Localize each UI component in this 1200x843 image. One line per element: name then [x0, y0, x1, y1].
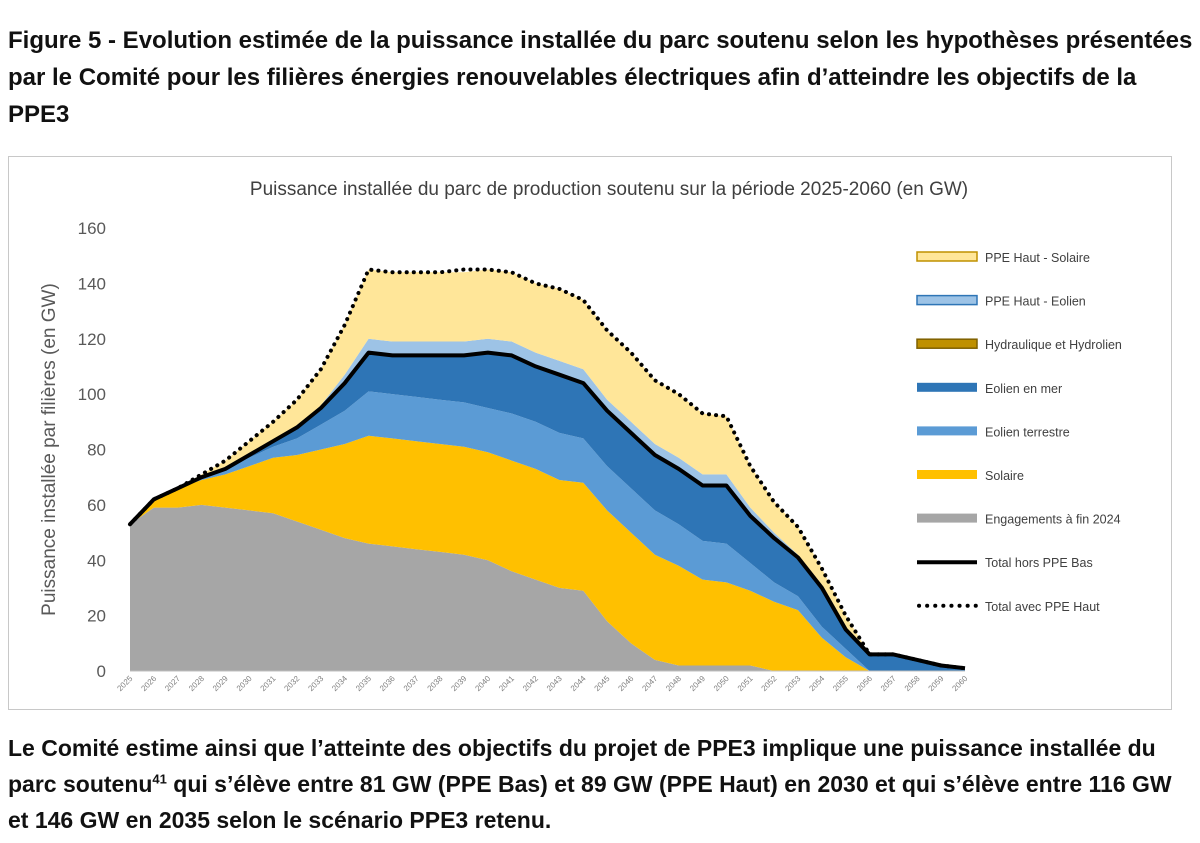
x-tick-label: 2059: [927, 674, 946, 693]
legend-swatch: [916, 251, 978, 262]
x-tick-label: 2037: [402, 674, 421, 693]
x-tick-label: 2031: [259, 674, 278, 693]
legend-item-engagements: Engagements à fin 2024: [917, 513, 1121, 527]
x-tick-label: 2026: [139, 674, 158, 693]
legend-label: Eolien terrestre: [985, 425, 1070, 439]
area-chart: Puissance installée du parc de productio…: [39, 179, 1122, 693]
x-tick-label: 2033: [306, 674, 325, 693]
x-tick-label: 2035: [354, 674, 373, 693]
y-tick-label: 100: [78, 385, 106, 404]
x-tick-label: 2029: [211, 674, 230, 693]
x-tick-label: 2052: [760, 674, 779, 693]
legend-label: Total avec PPE Haut: [985, 600, 1100, 614]
conclusion-part1: Le Comité estime ainsi que l’atteinte de…: [8, 735, 1156, 797]
y-axis-label: Puissance installée par filières (en GW): [39, 283, 60, 616]
x-tick-label: 2028: [187, 674, 206, 693]
figure-heading: Figure 5 - Evolution estimée de la puiss…: [8, 27, 1193, 128]
y-tick-label: 160: [78, 219, 106, 238]
legend-swatch: [916, 338, 978, 349]
x-tick-label: 2053: [783, 674, 802, 693]
chart-legend: PPE Haut - Solaire PPE Haut - Eolien Hydra…: [916, 251, 1122, 614]
y-tick-label: 120: [78, 330, 106, 349]
x-tick-label: 2030: [235, 674, 254, 693]
legend-label: Engagements à fin 2024: [985, 513, 1121, 527]
legend-label: PPE Haut - Solaire: [985, 251, 1090, 265]
chart-title: Puissance installée du parc de productio…: [250, 179, 968, 200]
x-tick-label: 2025: [115, 674, 134, 693]
legend-item-hydraulique: Hydraulique et Hydrolien: [916, 338, 1122, 352]
x-tick-label: 2058: [903, 674, 922, 693]
y-tick-label: 80: [87, 441, 106, 460]
x-tick-label: 2055: [831, 674, 850, 693]
y-tick-label: 60: [87, 496, 106, 515]
x-tick-label: 2043: [545, 674, 564, 693]
x-tick-label: 2040: [473, 674, 492, 693]
legend-swatch: [917, 382, 977, 392]
area-eolien-mer: [130, 352, 965, 671]
x-tick-label: 2044: [569, 674, 588, 693]
x-axis-ticks: 2025 2026 2027 2028 2029 2030 2031 2032 2033 2034…: [115, 674, 969, 693]
line-total-bas: [128, 350, 966, 671]
x-tick-label: 2034: [330, 674, 349, 693]
x-tick-label: 2054: [807, 674, 826, 693]
y-axis-ticks: 0 20 40 60 80 100 120 140 160: [78, 219, 106, 681]
x-tick-label: 2045: [593, 674, 612, 693]
y-tick-label: 40: [87, 551, 106, 570]
legend-item-total-haut: Total avec PPE Haut: [917, 600, 1100, 614]
y-tick-label: 0: [97, 662, 106, 681]
x-tick-label: 2047: [640, 674, 659, 693]
total-lines: [128, 267, 967, 671]
y-tick-label: 140: [78, 274, 106, 293]
x-tick-label: 2046: [616, 674, 635, 693]
conclusion-part2: qui s’élève entre 81 GW (PPE Bas) et 89 …: [8, 771, 1172, 833]
x-tick-label: 2041: [497, 674, 516, 693]
area-solaire: [130, 435, 965, 671]
x-tick-label: 2042: [521, 674, 540, 693]
x-tick-label: 2048: [664, 674, 683, 693]
legend-item-ppe-haut-solaire: PPE Haut - Solaire: [916, 251, 1090, 265]
legend-label: Hydraulique et Hydrolien: [985, 338, 1122, 352]
x-tick-label: 2057: [879, 674, 898, 693]
legend-item-solaire: Solaire: [917, 469, 1024, 483]
y-tick-label: 20: [87, 607, 106, 626]
area-ppe-haut-solaire: [130, 269, 965, 669]
x-tick-label: 2036: [378, 674, 397, 693]
legend-item-eolien-terrestre: Eolien terrestre: [917, 425, 1070, 439]
legend-swatch: [916, 294, 978, 306]
line-total-haut: [128, 267, 967, 671]
chart-container: Puissance installée du parc de productio…: [8, 156, 1172, 710]
legend-label: Total hors PPE Bas: [985, 556, 1093, 570]
x-tick-label: 2027: [163, 674, 182, 693]
x-tick-label: 2051: [736, 674, 755, 693]
legend-swatch: [917, 426, 977, 436]
footnote-ref: 41: [152, 771, 167, 787]
legend-label: Eolien en mer: [985, 382, 1062, 396]
x-tick-label: 2038: [426, 674, 445, 693]
legend-swatch: [917, 470, 977, 479]
legend-item-ppe-haut-eolien: PPE Haut - Eolien: [916, 294, 1086, 309]
conclusion-text: Le Comité estime ainsi que l’atteinte de…: [8, 730, 1193, 838]
stacked-areas: [130, 269, 965, 672]
x-tick-label: 2039: [449, 674, 468, 693]
area-engagements: [130, 504, 965, 671]
x-tick-label: 2060: [950, 674, 969, 693]
legend-swatch: [917, 513, 977, 523]
x-tick-label: 2050: [712, 674, 731, 693]
x-tick-label: 2032: [282, 674, 301, 693]
area-eolien-terrestre: [130, 391, 965, 671]
x-tick-label: 2056: [855, 674, 874, 693]
legend-item-eolien-mer: Eolien en mer: [917, 382, 1062, 396]
legend-item-total-bas: Total hors PPE Bas: [917, 556, 1093, 570]
legend-label: PPE Haut - Eolien: [985, 295, 1086, 309]
x-tick-label: 2049: [688, 674, 707, 693]
legend-label: Solaire: [985, 469, 1024, 483]
